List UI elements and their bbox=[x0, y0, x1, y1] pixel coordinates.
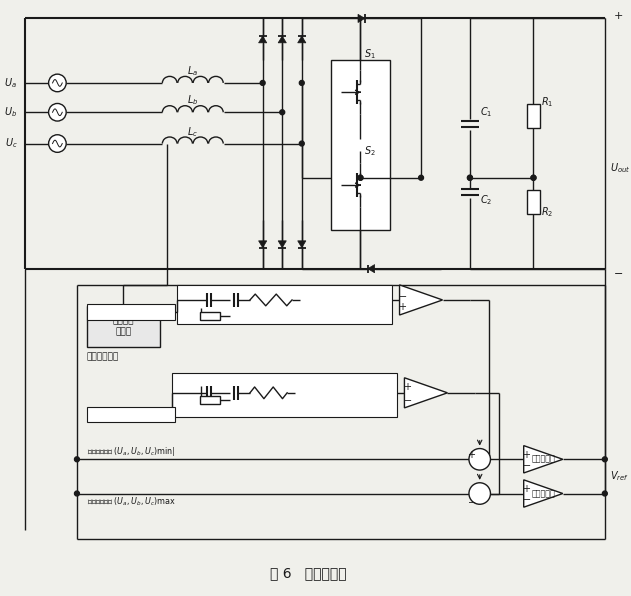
Circle shape bbox=[418, 175, 423, 180]
Polygon shape bbox=[298, 36, 306, 43]
Polygon shape bbox=[259, 36, 267, 43]
Circle shape bbox=[468, 175, 473, 180]
Bar bbox=[177, 285, 392, 324]
Circle shape bbox=[49, 74, 66, 92]
Text: $-$: $-$ bbox=[522, 493, 531, 504]
Circle shape bbox=[299, 141, 304, 146]
Text: $R_1$: $R_1$ bbox=[541, 95, 553, 110]
Text: $-$: $-$ bbox=[613, 266, 623, 277]
Text: $S_2$: $S_2$ bbox=[364, 144, 376, 159]
Text: 电压比较器: 电压比较器 bbox=[531, 489, 555, 498]
Text: $+$: $+$ bbox=[398, 302, 407, 312]
Text: $+$: $+$ bbox=[613, 10, 623, 21]
Polygon shape bbox=[399, 285, 442, 315]
Text: max$(i_a,i_b,i_c)$: max$(i_a,i_b,i_c)$ bbox=[104, 305, 157, 318]
Text: $-$: $-$ bbox=[398, 290, 407, 300]
Text: 图 6   总控制框图: 图 6 总控制框图 bbox=[270, 567, 347, 581]
Circle shape bbox=[531, 175, 536, 180]
Bar bbox=[331, 60, 390, 229]
Bar bbox=[200, 396, 220, 403]
Text: $-$: $-$ bbox=[522, 459, 531, 469]
Text: $C_1$: $C_1$ bbox=[480, 105, 492, 119]
Polygon shape bbox=[259, 241, 267, 248]
Text: 二相电压采样 $(U_a,U_b,U_c)\mathrm{min|}$: 二相电压采样 $(U_a,U_b,U_c)\mathrm{min|}$ bbox=[86, 445, 175, 458]
Polygon shape bbox=[358, 14, 365, 23]
Circle shape bbox=[358, 175, 363, 180]
Text: $U_{out}$: $U_{out}$ bbox=[610, 161, 630, 175]
Circle shape bbox=[468, 175, 473, 180]
Circle shape bbox=[358, 175, 363, 180]
Bar bbox=[527, 191, 540, 214]
Circle shape bbox=[280, 110, 285, 114]
Polygon shape bbox=[298, 241, 306, 248]
Text: $U_b$: $U_b$ bbox=[4, 105, 17, 119]
Text: $L_b$: $L_b$ bbox=[187, 94, 198, 107]
Text: $-$: $-$ bbox=[403, 394, 412, 403]
Polygon shape bbox=[278, 36, 286, 43]
Text: $-$: $-$ bbox=[468, 496, 476, 507]
Polygon shape bbox=[524, 480, 563, 507]
Text: 三相电压采样 $(U_a,U_b,U_c)\mathrm{max}$: 三相电压采样 $(U_a,U_b,U_c)\mathrm{max}$ bbox=[86, 495, 175, 508]
Text: $+$: $+$ bbox=[403, 381, 412, 392]
Circle shape bbox=[603, 457, 607, 462]
Text: $V_{ref}$: $V_{ref}$ bbox=[610, 470, 628, 483]
Circle shape bbox=[469, 449, 490, 470]
Circle shape bbox=[74, 491, 80, 496]
Text: 电压比较器: 电压比较器 bbox=[531, 455, 555, 464]
Text: $+$: $+$ bbox=[468, 449, 476, 460]
Circle shape bbox=[49, 104, 66, 121]
Bar bbox=[172, 373, 397, 417]
Text: min$(i_a,i_b,i_c)$: min$(i_a,i_b,i_c)$ bbox=[105, 408, 156, 421]
Circle shape bbox=[299, 80, 304, 85]
Text: $U_c$: $U_c$ bbox=[4, 136, 17, 150]
Circle shape bbox=[469, 483, 490, 504]
Text: $+$: $+$ bbox=[522, 483, 531, 494]
Circle shape bbox=[74, 457, 80, 462]
Text: $S_1$: $S_1$ bbox=[364, 46, 376, 61]
Circle shape bbox=[49, 135, 66, 153]
Bar bbox=[86, 306, 160, 347]
Circle shape bbox=[603, 491, 607, 496]
Polygon shape bbox=[524, 446, 563, 473]
Text: $C_2$: $C_2$ bbox=[480, 193, 492, 207]
Text: $L_a$: $L_a$ bbox=[187, 64, 198, 78]
Polygon shape bbox=[278, 241, 286, 248]
Bar bbox=[86, 406, 175, 422]
Bar bbox=[527, 104, 540, 128]
Polygon shape bbox=[368, 265, 375, 273]
Polygon shape bbox=[404, 378, 447, 408]
Text: $+$: $+$ bbox=[522, 449, 531, 460]
Text: $R_2$: $R_2$ bbox=[541, 205, 553, 219]
Bar bbox=[200, 312, 220, 319]
Text: 三相电流采样: 三相电流采样 bbox=[86, 352, 119, 361]
Text: $U_a$: $U_a$ bbox=[4, 76, 17, 90]
Text: 电流霍尔
传感器: 电流霍尔 传感器 bbox=[112, 316, 134, 336]
Circle shape bbox=[260, 80, 265, 85]
Bar bbox=[86, 304, 175, 319]
Text: $L_c$: $L_c$ bbox=[187, 125, 198, 139]
Circle shape bbox=[531, 175, 536, 180]
